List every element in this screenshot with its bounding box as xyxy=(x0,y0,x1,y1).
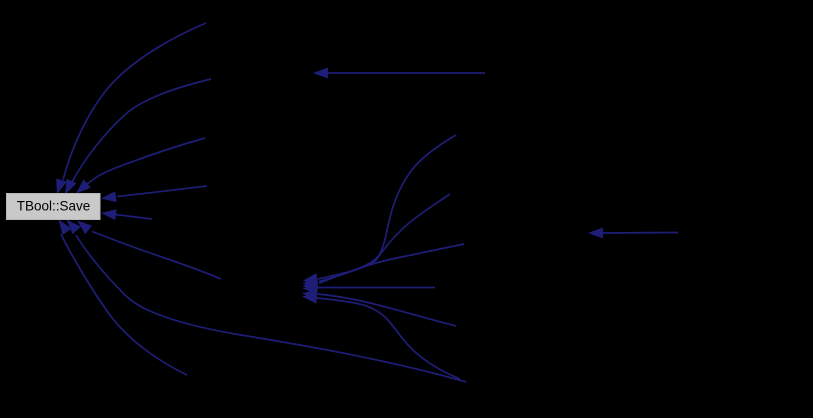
svg-text:TBool::Save: TBool::Save xyxy=(17,199,91,214)
